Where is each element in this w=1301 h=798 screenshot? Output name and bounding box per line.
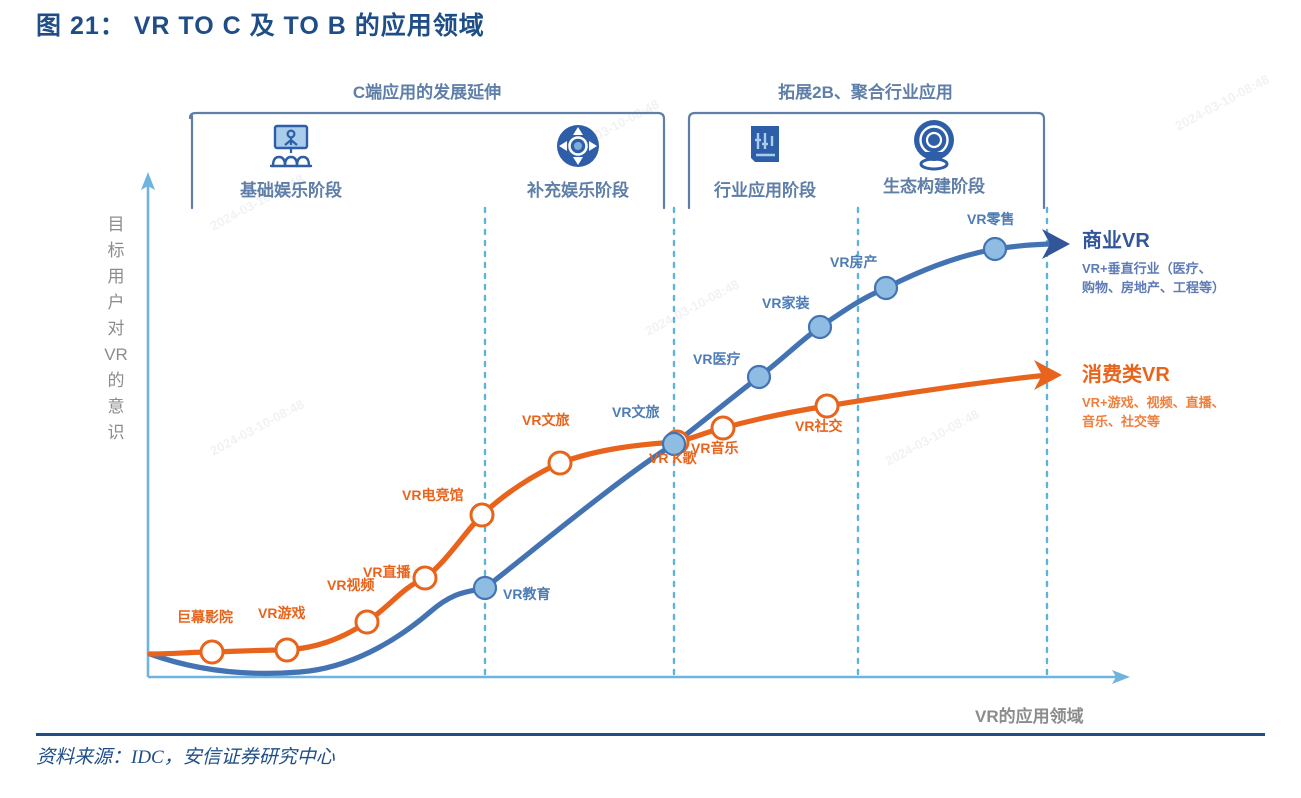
data-point-label: VR文旅 — [612, 404, 660, 420]
phase-label: 行业应用阶段 — [714, 181, 816, 200]
legend-consumer-vr[interactable]: 消费类VR VR+游戏、视频、直播、 音乐、社交等 — [1082, 358, 1225, 431]
data-point-label: 巨幕影院 — [177, 609, 233, 625]
phase-dividers — [483, 206, 1049, 678]
data-point-label: VR电竞馆 — [402, 487, 464, 503]
y-axis-title: 目标用户对 VR 的意识 — [104, 212, 128, 446]
x-axis — [148, 670, 1130, 684]
data-point-label: VR教育 — [503, 586, 551, 602]
data-point-marker[interactable] — [873, 275, 899, 301]
cinema-screen-icon — [226, 122, 356, 174]
data-point-marker[interactable] — [354, 609, 380, 635]
data-point-marker[interactable] — [412, 565, 438, 591]
y-axis-title-char: 的 — [107, 371, 125, 390]
y-axis-title-char: 户 — [107, 293, 125, 312]
legend-title: 商业VR — [1082, 230, 1150, 252]
data-point-marker[interactable] — [661, 431, 687, 457]
data-point-label: VR K歌 — [649, 450, 697, 466]
phase-ecosystem-building[interactable]: 生态构建阶段 — [869, 118, 999, 197]
data-point-label: VR医疗 — [693, 351, 741, 367]
data-point-marker[interactable] — [814, 393, 840, 419]
phase-supplementary-entertainment[interactable]: 补充娱乐阶段 — [513, 122, 643, 201]
data-point-label: VR零售 — [967, 211, 1015, 227]
consumer-vr-arrow — [1034, 360, 1062, 390]
data-point-markers — [199, 236, 1008, 665]
legend-title: 消费类VR — [1082, 364, 1170, 386]
data-point-label: VR直播 — [363, 564, 411, 580]
data-point-label: VR音乐 — [691, 440, 739, 456]
y-axis-title-char: 用 — [107, 267, 125, 286]
phase-label: 补充娱乐阶段 — [527, 181, 629, 200]
data-point-label: VR文旅 — [522, 412, 570, 428]
data-point-marker[interactable] — [982, 236, 1008, 262]
y-axis-title-char: 识 — [107, 423, 125, 442]
vr-wheel-icon — [513, 122, 643, 174]
y-axis-title-char: VR — [104, 345, 128, 364]
legend-desc: VR+垂直行业（医疗、 购物、房地产、工程等） — [1082, 261, 1226, 295]
group-header-c-end: C端应用的发展延伸 — [352, 83, 502, 102]
data-point-label: VR游戏 — [258, 605, 306, 621]
data-point-label: VR社交 — [795, 418, 843, 434]
bracket-b-end — [687, 111, 1046, 210]
data-point-label: VR视频 — [327, 577, 375, 593]
ecosystem-pin-icon — [869, 118, 999, 171]
data-point-marker[interactable] — [274, 637, 300, 663]
industry-cabinet-icon — [700, 122, 830, 174]
data-point-marker[interactable] — [746, 364, 772, 390]
phase-label: 基础娱乐阶段 — [240, 181, 342, 200]
page-title: 图 21： VR TO C 及 TO B 的应用领域 — [36, 12, 485, 40]
business-vr-arrow — [1042, 229, 1070, 259]
data-point-marker[interactable] — [547, 450, 573, 476]
phase-industry-application[interactable]: 行业应用阶段 — [700, 122, 830, 201]
x-axis-title: VR的应用领域 — [975, 707, 1084, 726]
y-axis-title-char: 意 — [107, 397, 125, 416]
data-point-marker[interactable] — [710, 415, 736, 441]
y-axis — [141, 172, 155, 677]
data-point-marker[interactable] — [807, 314, 833, 340]
y-axis-title-char: 标 — [107, 241, 125, 260]
data-point-marker[interactable] — [199, 639, 225, 665]
group-header-b-end: 拓展2B、聚合行业应用 — [778, 83, 953, 102]
phase-label: 生态构建阶段 — [883, 177, 985, 196]
data-point-marker[interactable] — [469, 502, 495, 528]
y-axis-title-char: 目 — [107, 215, 125, 234]
y-axis-title-char: 对 — [107, 319, 125, 338]
legend-desc: VR+游戏、视频、直播、 音乐、社交等 — [1082, 395, 1225, 429]
source-note: 资料来源：IDC，安信证券研究中心 — [36, 747, 335, 768]
data-point-marker[interactable] — [472, 575, 498, 601]
legend-business-vr[interactable]: 商业VR VR+垂直行业（医疗、 购物、房地产、工程等） — [1082, 224, 1225, 297]
data-point-label: VR家装 — [762, 295, 810, 311]
footer-divider — [36, 733, 1265, 736]
data-point-label: VR房产 — [830, 254, 878, 270]
phase-basic-entertainment[interactable]: 基础娱乐阶段 — [226, 122, 356, 201]
bracket-c-end — [188, 111, 666, 210]
